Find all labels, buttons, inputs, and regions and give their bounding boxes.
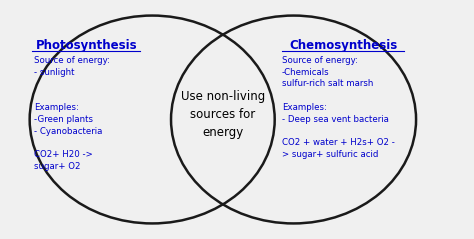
Text: Chemosynthesis: Chemosynthesis <box>289 39 397 52</box>
Text: Source of energy:
-Chemicals
sulfur-rich salt marsh

Examples:
- Deep sea vent b: Source of energy: -Chemicals sulfur-rich… <box>282 56 395 159</box>
Text: Photosynthesis: Photosynthesis <box>36 39 137 52</box>
Text: Source of energy:
- sunlight


Examples:
-Green plants
- Cyanobacteria

CO2+ H20: Source of energy: - sunlight Examples: -… <box>35 56 110 171</box>
Text: Use non-living
sources for
energy: Use non-living sources for energy <box>181 90 265 139</box>
